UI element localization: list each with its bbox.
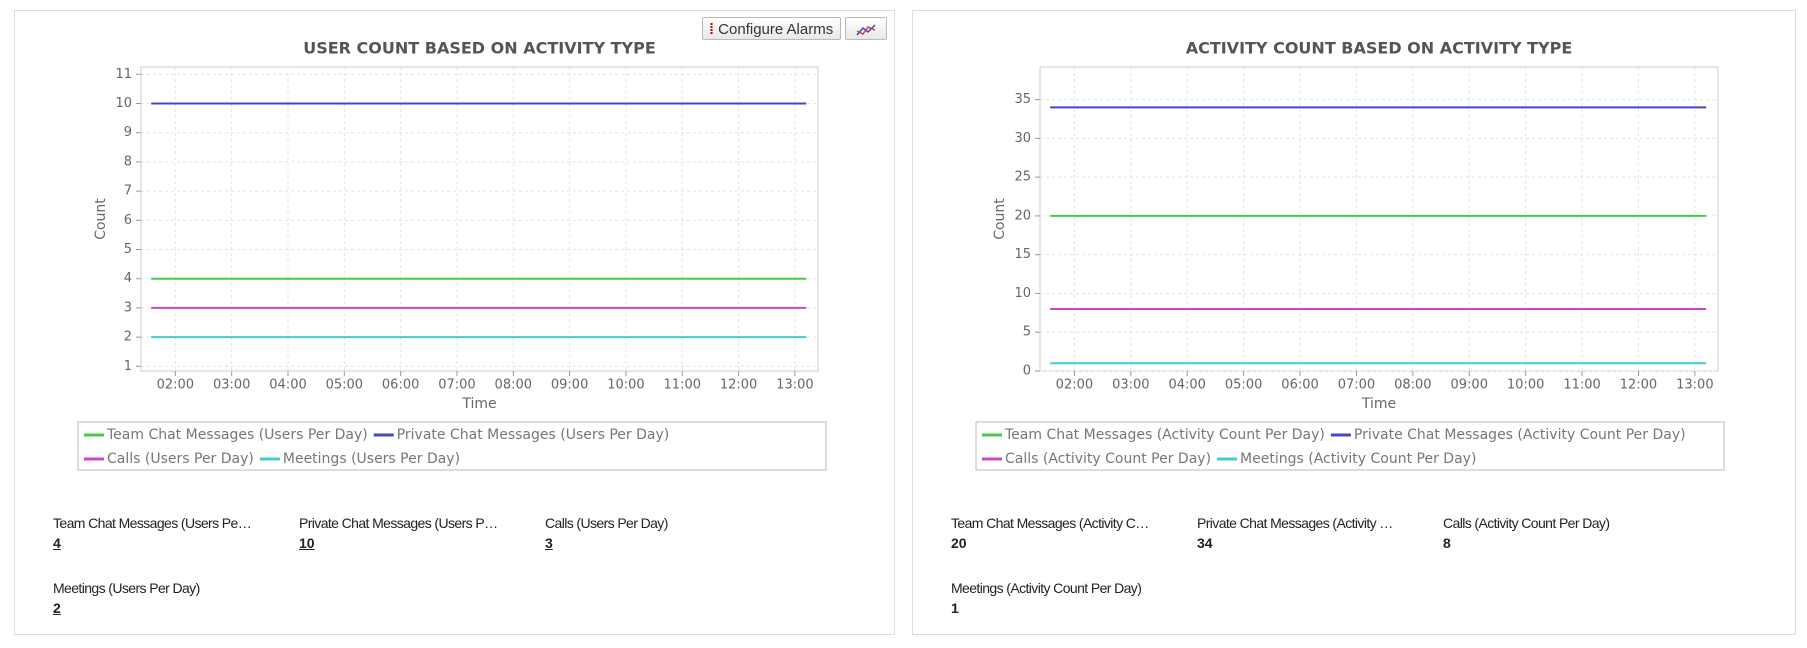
summary-label: Team Chat Messages (Users Pe… [53, 515, 252, 531]
summary-value: 8 [1443, 535, 1451, 551]
y-tick-label: 35 [1014, 92, 1031, 107]
x-tick-label: 02:00 [157, 378, 194, 393]
alarm-icon: ⁞ [709, 21, 714, 38]
x-tick-label: 03:00 [1112, 378, 1149, 393]
x-tick-label: 09:00 [1451, 378, 1488, 393]
x-tick-label: 08:00 [1394, 378, 1431, 393]
y-tick-label: 5 [124, 242, 132, 257]
y-axis-label: Count [93, 198, 109, 240]
x-tick-label: 12:00 [720, 378, 757, 393]
summary-value[interactable]: 2 [53, 600, 61, 616]
plot-area [1039, 66, 1719, 372]
x-axis-label: Time [1361, 396, 1396, 412]
y-tick-label: 9 [124, 125, 132, 140]
legend-box [975, 421, 1725, 471]
x-tick-label: 13:00 [1676, 378, 1713, 393]
legend-label: Meetings (Users Per Day) [283, 451, 460, 467]
y-tick-label: 2 [124, 330, 132, 345]
plot-area [140, 66, 819, 372]
legend-label: Calls (Activity Count Per Day) [1005, 451, 1211, 467]
summary-value[interactable]: 10 [299, 535, 315, 551]
x-tick-label: 07:00 [1338, 378, 1375, 393]
legend-label: Team Chat Messages (Activity Count Per D… [1004, 427, 1325, 443]
y-tick-label: 3 [124, 300, 132, 315]
summary-value: 20 [951, 535, 967, 551]
x-tick-label: 11:00 [1563, 378, 1600, 393]
summary-label: Calls (Activity Count Per Day) [1443, 515, 1610, 531]
y-tick-label: 20 [1014, 208, 1031, 223]
x-tick-label: 10:00 [1507, 378, 1544, 393]
configure-alarms-button[interactable]: ⁞ Configure Alarms [702, 17, 841, 40]
legend-label: Private Chat Messages (Users Per Day) [397, 427, 670, 443]
summary-value: 1 [951, 600, 959, 616]
y-tick-label: 0 [1023, 364, 1031, 379]
x-tick-label: 09:00 [551, 378, 588, 393]
summary-label: Private Chat Messages (Users P… [299, 515, 498, 531]
x-tick-label: 02:00 [1056, 378, 1093, 393]
chart-title: ACTIVITY COUNT BASED ON ACTIVITY TYPE [1186, 39, 1573, 58]
panel [14, 10, 895, 635]
y-axis-label: Count [992, 198, 1008, 240]
y-tick-label: 25 [1014, 170, 1031, 185]
y-tick-label: 10 [115, 96, 132, 111]
y-tick-label: 4 [124, 271, 132, 286]
y-tick-label: 1 [124, 359, 132, 374]
y-tick-label: 5 [1023, 325, 1031, 340]
y-tick-label: 30 [1014, 131, 1031, 146]
summary-value: 34 [1197, 535, 1213, 551]
summary-value[interactable]: 3 [545, 535, 553, 551]
y-tick-label: 11 [115, 67, 132, 82]
x-tick-label: 07:00 [438, 378, 475, 393]
x-axis-label: Time [461, 396, 496, 412]
x-tick-label: 08:00 [495, 378, 532, 393]
summary-value[interactable]: 4 [53, 535, 61, 551]
legend-label: Team Chat Messages (Users Per Day) [106, 427, 368, 443]
chart-type-button[interactable] [845, 17, 887, 40]
button-label[interactable]: Configure Alarms [718, 21, 834, 38]
y-tick-label: 7 [124, 184, 132, 199]
y-tick-label: 8 [124, 154, 132, 169]
x-tick-label: 13:00 [776, 378, 813, 393]
summary-label: Calls (Users Per Day) [545, 515, 668, 531]
x-tick-label: 06:00 [382, 378, 419, 393]
summary-label: Meetings (Activity Count Per Day) [951, 580, 1142, 596]
x-tick-label: 03:00 [213, 378, 250, 393]
panel [912, 10, 1796, 635]
summary-label: Meetings (Users Per Day) [53, 580, 200, 596]
y-tick-label: 10 [1014, 286, 1031, 301]
legend-label: Meetings (Activity Count Per Day) [1240, 451, 1476, 467]
x-tick-label: 05:00 [1225, 378, 1262, 393]
summary-label: Team Chat Messages (Activity C… [951, 515, 1149, 531]
x-tick-label: 04:00 [269, 378, 306, 393]
legend-box [77, 421, 827, 471]
y-tick-label: 6 [124, 213, 132, 228]
x-tick-label: 10:00 [607, 378, 644, 393]
y-tick-label: 15 [1014, 247, 1031, 262]
legend-label: Private Chat Messages (Activity Count Pe… [1354, 427, 1686, 443]
x-tick-label: 11:00 [664, 378, 701, 393]
summary-label: Private Chat Messages (Activity … [1197, 515, 1393, 531]
x-tick-label: 06:00 [1281, 378, 1318, 393]
legend-label: Calls (Users Per Day) [107, 451, 254, 467]
chart-icon [856, 24, 876, 36]
x-tick-label: 04:00 [1168, 378, 1205, 393]
x-tick-label: 12:00 [1620, 378, 1657, 393]
chart-title: USER COUNT BASED ON ACTIVITY TYPE [303, 39, 656, 58]
x-tick-label: 05:00 [326, 378, 363, 393]
